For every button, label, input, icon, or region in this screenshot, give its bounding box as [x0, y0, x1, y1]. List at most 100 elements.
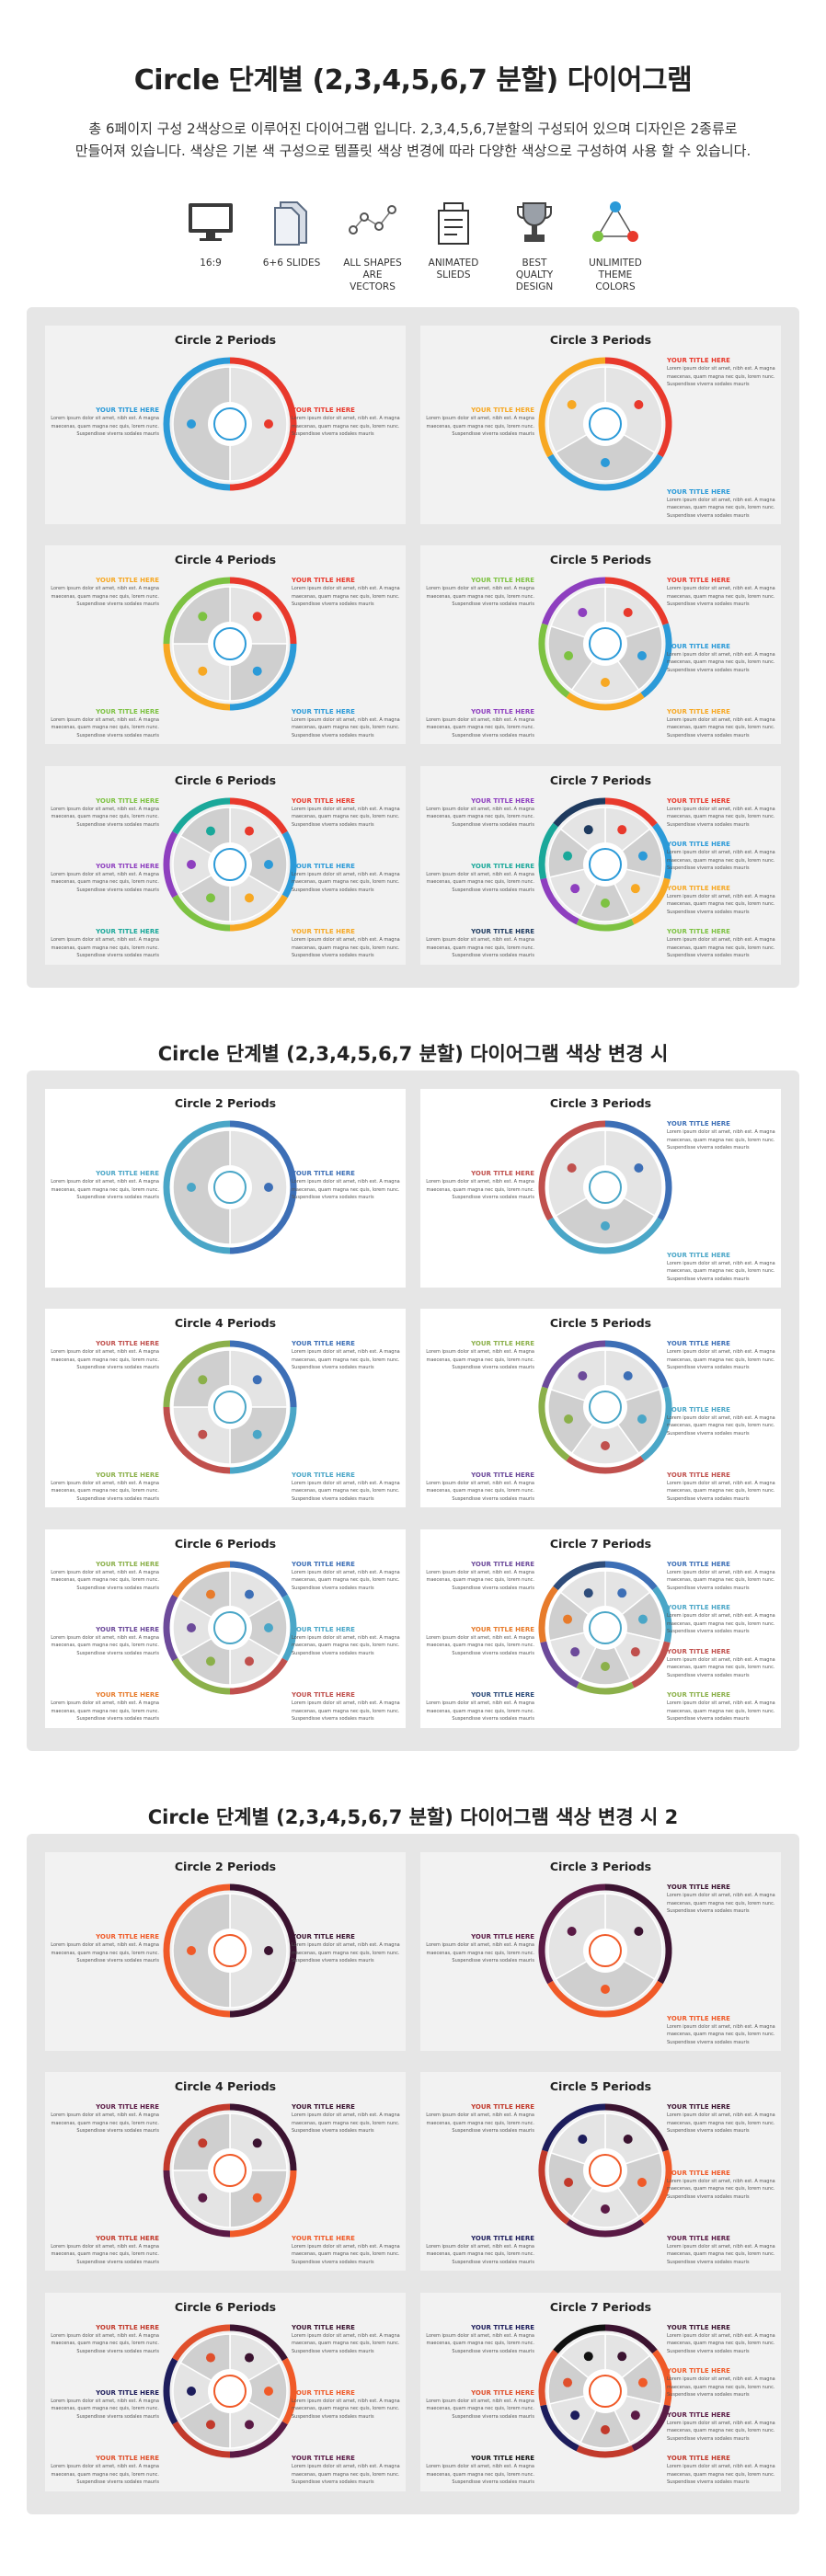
segment-label-body: maecenas, quam magna nec quis, lorem nun… [667, 2251, 775, 2258]
card-title: Circle 5 Periods [549, 1316, 652, 1331]
diagram-ring-arc [652, 822, 672, 879]
diagram-ring-arc [229, 577, 297, 645]
segment-label-title: YOUR TITLE HERE [667, 1604, 730, 1612]
segment-label-body: Suspendisse viverra sodales mauris [452, 601, 534, 608]
segment-label-title: YOUR TITLE HERE [292, 577, 355, 585]
diagram-ring-arc [553, 1561, 606, 1590]
segment-label-body: Suspendisse viverra sodales mauris [667, 1276, 750, 1282]
diagram-hub-ring [589, 2154, 622, 2188]
segment-label-body: maecenas, quam magna nec quis, lorem nun… [51, 945, 159, 951]
circle-diagram [538, 1883, 672, 2018]
segment-label-title: YOUR TITLE HERE [96, 2323, 159, 2331]
segment-icon [570, 1646, 580, 1656]
diagram-hub-ring [589, 2374, 622, 2408]
segment-label-body: Lorem ipsum dolor sit amet, nibh est. A … [667, 850, 775, 856]
segment-label-title: YOUR TITLE HERE [471, 928, 534, 936]
segment-label-body: Lorem ipsum dolor sit amet, nibh est. A … [51, 1700, 159, 1707]
segment-label-title: YOUR TITLE HERE [471, 2455, 534, 2463]
segment-label-body: Lorem ipsum dolor sit amet, nibh est. A … [667, 1260, 775, 1266]
card-title: Circle 6 Periods [174, 1536, 277, 1551]
segment-label-body: Suspendisse viverra sodales mauris [76, 821, 159, 828]
segment-label-body: maecenas, quam magna nec quis, lorem nun… [292, 1950, 400, 1956]
diagram-hub-ring [213, 847, 247, 881]
segment-label-body: Lorem ipsum dolor sit amet, nibh est. A … [667, 2112, 775, 2119]
segment-label: YOUR TITLE HERE Lorem ipsum dolor sit ame… [292, 1626, 402, 1657]
segment-icon [630, 883, 640, 893]
segment-icon [206, 826, 215, 836]
segment-label-body: maecenas, quam magna nec quis, lorem nun… [51, 1708, 159, 1714]
segment-label-title: YOUR TITLE HERE [471, 1933, 534, 1941]
segment-label: YOUR TITLE HERE Lorem ipsum dolor sit ame… [49, 1170, 159, 1201]
segment-label-body: Lorem ipsum dolor sit amet, nibh est. A … [292, 937, 400, 944]
segment-label-body: maecenas, quam magna nec quis, lorem nun… [292, 945, 400, 951]
segment-label-body: Suspendisse viverra sodales mauris [292, 431, 374, 437]
segment-label: YOUR TITLE HERE Lorem ipsum dolor sit ame… [49, 2103, 159, 2135]
segment-icon [601, 678, 610, 688]
diagram-card-5: Circle 5 Periods YOUR TITLE HERE Lorem ips… [420, 2072, 781, 2272]
diagram-ring-arc [172, 2421, 231, 2458]
segment-label-body: Lorem ipsum dolor sit amet, nibh est. A … [292, 2398, 400, 2404]
segment-icon [637, 2178, 647, 2188]
segment-label-body: Lorem ipsum dolor sit amet, nibh est. A … [426, 716, 534, 723]
segment-icon [206, 1656, 215, 1666]
segment-label: YOUR TITLE HERE Lorem ipsum dolor sit ame… [424, 406, 534, 438]
diagram-ring-arc [604, 1883, 672, 1985]
diagram-card-6: Circle 6 Periods YOUR TITLE HERE Lorem ips… [45, 765, 406, 965]
diagram-ring-arc [542, 1340, 606, 1390]
segment-label-title: YOUR TITLE HERE [667, 2103, 730, 2112]
feature-16-9: 16:9 [178, 193, 244, 293]
diagram-ring-arc [542, 2103, 606, 2153]
feature-animated: ANIMATED SLIEDS [420, 193, 487, 293]
segment-label-body: Lorem ipsum dolor sit amet, nibh est. A … [426, 586, 534, 592]
segment-label-body: Lorem ipsum dolor sit amet, nibh est. A … [292, 806, 400, 812]
segment-label: YOUR TITLE HERE Lorem ipsum dolor sit ame… [667, 1604, 777, 1635]
diagram-ring-arc [566, 693, 645, 711]
diagram-ring-arc [172, 1657, 231, 1695]
segment-label-title: YOUR TITLE HERE [471, 1560, 534, 1568]
diagram-card-4: Circle 4 Periods YOUR TITLE HERE Lorem ips… [45, 2072, 406, 2272]
segment-label-body: maecenas, quam magna nec quis, lorem nun… [667, 505, 775, 510]
diagram-ring-arc [538, 1120, 606, 1221]
segment-label-body: maecenas, quam magna nec quis, lorem nun… [667, 2186, 775, 2192]
segment-label-body: Suspendisse viverra sodales mauris [292, 1650, 374, 1656]
segment-label-body: maecenas, quam magna nec quis, lorem nun… [51, 879, 159, 886]
card-title: Circle 3 Periods [549, 1860, 652, 1873]
segment-icon [198, 612, 208, 622]
segment-label-body: maecenas, quam magna nec quis, lorem nun… [426, 725, 534, 731]
segment-label: YOUR TITLE HERE Lorem ipsum dolor sit ame… [667, 885, 777, 916]
segment-icon [570, 883, 580, 893]
segment-label-body: Suspendisse viverra sodales mauris [667, 821, 750, 828]
segment-label-body: Suspendisse viverra sodales mauris [667, 909, 750, 915]
segment-label-body: Lorem ipsum dolor sit amet, nibh est. A … [292, 716, 400, 723]
segment-label-body: Lorem ipsum dolor sit amet, nibh est. A … [426, 871, 534, 877]
diagram-ring-arc [163, 1340, 231, 1408]
segment-label-title: YOUR TITLE HERE [667, 2323, 730, 2331]
segment-label-body: Lorem ipsum dolor sit amet, nibh est. A … [667, 937, 775, 944]
segment-label: YOUR TITLE HERE Lorem ipsum dolor sit ame… [49, 577, 159, 608]
segment-label-body: Lorem ipsum dolor sit amet, nibh est. A … [426, 1569, 534, 1575]
diagram-ring-arc [229, 894, 288, 932]
diagram-segment [570, 2170, 640, 2229]
segment-label-body: Suspendisse viverra sodales mauris [76, 953, 159, 959]
segment-label-body: maecenas, quam magna nec quis, lorem nun… [667, 2120, 775, 2126]
card-title: Circle 4 Periods [174, 2079, 277, 2094]
diagram-ring-arc [281, 2357, 297, 2424]
diagram-ring-arc [163, 357, 231, 491]
segment-label-body: Lorem ipsum dolor sit amet, nibh est. A … [667, 1893, 775, 1898]
segment-label: YOUR TITLE HERE Lorem ipsum dolor sit ame… [424, 928, 534, 959]
feature-quality: BEST QUALTY DESIGN [501, 193, 568, 293]
segment-label: YOUR TITLE HERE Lorem ipsum dolor sit ame… [292, 708, 402, 739]
diagram-segment [579, 1625, 631, 1686]
segment-icon [564, 651, 574, 661]
segment-label: YOUR TITLE HERE Lorem ipsum dolor sit ame… [292, 1340, 402, 1371]
segment-label-body: Lorem ipsum dolor sit amet, nibh est. A … [667, 2332, 775, 2339]
segment-label-body: maecenas, quam magna nec quis, lorem nun… [292, 2341, 400, 2347]
segment-label-body: Suspendisse viverra sodales mauris [667, 2128, 750, 2135]
segment-label-title: YOUR TITLE HERE [96, 2103, 159, 2112]
segment-label-body: Suspendisse viverra sodales mauris [667, 2039, 750, 2045]
segment-icon [206, 2420, 215, 2430]
circle-diagram [163, 1883, 297, 2018]
diagram-ring-arc [172, 2324, 231, 2361]
diagram-ring-arc [538, 2349, 558, 2406]
segment-label-body: maecenas, quam magna nec quis, lorem nun… [51, 2120, 159, 2126]
